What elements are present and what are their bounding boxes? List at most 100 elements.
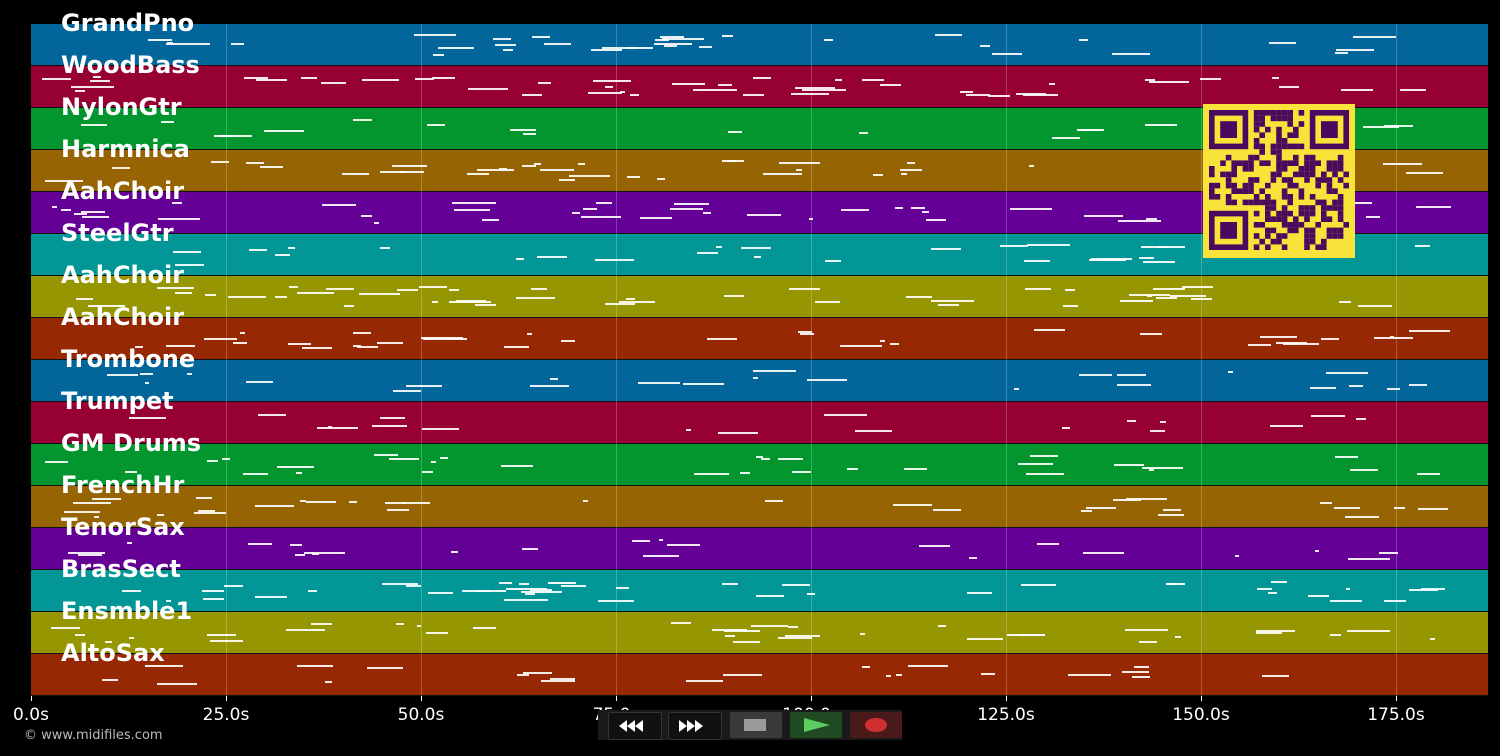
fast-forward-button[interactable] [668, 712, 722, 740]
track-row[interactable] [31, 360, 1488, 401]
track-separator [31, 611, 1488, 612]
qr-module [1298, 143, 1305, 150]
piano-roll-plot[interactable] [31, 24, 1488, 696]
track-row[interactable] [31, 66, 1488, 107]
track-row[interactable] [31, 612, 1488, 653]
note-mark [129, 416, 167, 419]
qr-module [1259, 110, 1265, 116]
note-mark [1028, 164, 1034, 167]
note-mark [532, 35, 551, 38]
note-mark [778, 458, 803, 461]
grid-line [1005, 24, 1007, 696]
track-separator [31, 527, 1488, 528]
note-mark [626, 297, 636, 300]
qr-module [1225, 154, 1232, 161]
track-separator [31, 653, 1488, 654]
note-mark [686, 429, 692, 432]
note-mark [693, 89, 737, 92]
note-mark [728, 130, 742, 133]
note-mark [521, 591, 541, 594]
qr-module [1332, 188, 1338, 194]
note-mark [900, 172, 908, 175]
note-mark [1329, 599, 1363, 602]
track-separator [31, 443, 1488, 444]
note-mark [166, 599, 172, 602]
note-mark [1259, 335, 1297, 338]
qr-module [1304, 238, 1310, 245]
note-mark [1080, 510, 1092, 513]
qr-module [1253, 154, 1260, 161]
qr-module [1231, 199, 1237, 206]
note-mark [254, 504, 294, 507]
qr-module [1281, 205, 1288, 211]
note-mark [287, 342, 311, 345]
note-mark [1345, 515, 1379, 518]
track-row[interactable] [31, 24, 1488, 65]
note-mark [172, 202, 182, 205]
qr-module [1298, 171, 1305, 178]
note-mark [417, 625, 422, 628]
track-row[interactable] [31, 318, 1488, 359]
qr-module [1281, 233, 1288, 239]
note-mark [294, 553, 306, 556]
note-mark [895, 673, 902, 676]
note-mark [732, 641, 760, 644]
note-mark [1022, 94, 1059, 97]
note-mark [501, 465, 534, 468]
track-row[interactable] [31, 486, 1488, 527]
note-mark [1248, 344, 1272, 347]
qr-module [1276, 210, 1282, 217]
play-button[interactable] [790, 712, 842, 738]
note-mark [305, 501, 336, 504]
track-row[interactable] [31, 528, 1488, 569]
note-mark [1156, 297, 1178, 300]
record-button[interactable] [850, 712, 902, 738]
rewind-button[interactable] [608, 712, 662, 740]
note-mark [1116, 373, 1147, 376]
note-mark [454, 208, 491, 211]
qr-module [1298, 110, 1305, 116]
note-mark [750, 625, 788, 628]
track-label: Harmnica [61, 135, 190, 163]
note-mark [937, 304, 959, 307]
qr-module [1287, 115, 1293, 122]
note-mark [1421, 587, 1445, 590]
note-mark [386, 508, 410, 511]
qr-module [1253, 126, 1260, 133]
note-mark [671, 82, 706, 85]
note-mark [296, 471, 303, 474]
qr-module [1343, 171, 1349, 178]
note-mark [422, 428, 459, 431]
note-mark [1113, 463, 1145, 466]
qr-module [1231, 171, 1237, 178]
note-mark [815, 301, 840, 304]
note-mark [1417, 508, 1448, 511]
note-mark [392, 165, 428, 168]
qr-module [1321, 199, 1327, 206]
qr-module [1287, 177, 1293, 183]
qr-module [1298, 166, 1305, 172]
qr-module [1209, 166, 1215, 172]
note-mark [1145, 79, 1155, 82]
note-mark [1234, 554, 1239, 557]
qr-module [1225, 182, 1232, 189]
qr-module [1281, 177, 1288, 183]
track-row[interactable] [31, 654, 1488, 695]
track-row[interactable] [31, 570, 1488, 611]
note-mark [61, 208, 71, 211]
note-mark [1429, 638, 1435, 641]
track-row[interactable] [31, 444, 1488, 485]
qr-module [1265, 182, 1271, 189]
note-mark [807, 379, 847, 382]
track-label: TenorSax [61, 513, 185, 541]
qr-module [1259, 132, 1265, 138]
track-row[interactable] [31, 276, 1488, 317]
qr-module [1265, 244, 1271, 250]
note-mark [724, 634, 735, 637]
note-mark [910, 206, 925, 209]
track-row[interactable] [31, 402, 1488, 443]
note-mark [474, 304, 497, 307]
stop-button[interactable] [730, 712, 782, 738]
qr-module [1248, 199, 1254, 206]
note-mark [161, 120, 174, 123]
